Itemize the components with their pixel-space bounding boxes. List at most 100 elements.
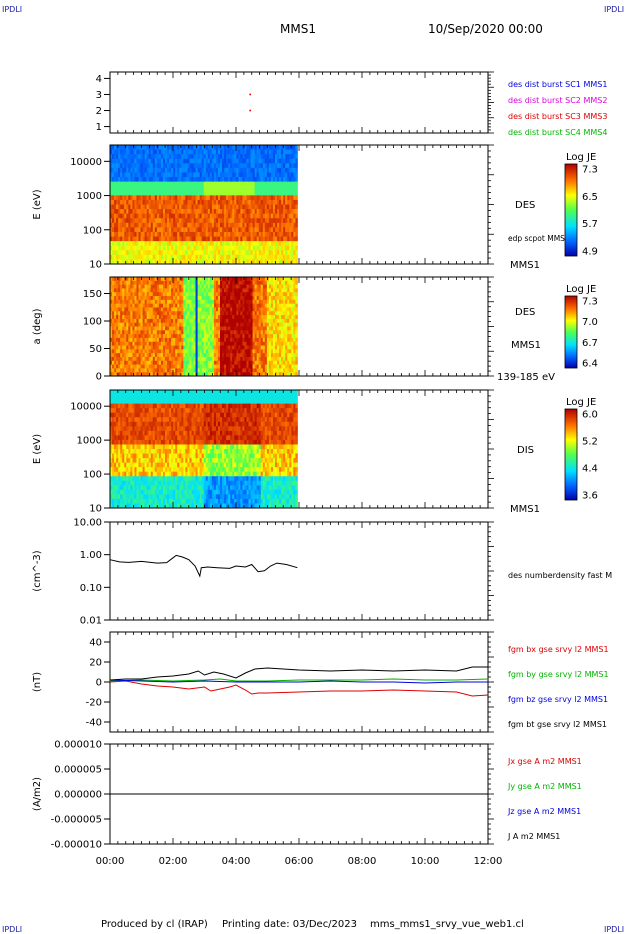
y-tick-label: 10 xyxy=(89,260,102,271)
panel-right-label: MMS1 xyxy=(511,340,541,351)
y-tick-label: -0.000005 xyxy=(51,815,102,826)
series-line xyxy=(109,679,488,684)
y-tick-label: 1000 xyxy=(77,191,102,202)
legend-entry: fgm bz gse srvy l2 MMS1 xyxy=(508,695,608,704)
colorbar-tick-label: 5.2 xyxy=(582,437,598,448)
y-tick-label: 1.00 xyxy=(80,550,102,561)
legend-entry: Jx gse A m2 MMS1 xyxy=(507,757,582,766)
y-axis-label: a (deg) xyxy=(32,308,43,344)
panel-density: 0.01 0.10 1.00 10.00 (cm^-3) des numberdensit… xyxy=(32,518,612,627)
panel-right-label: edp scpot MMS1 xyxy=(508,234,570,243)
panel-right-label: DES xyxy=(515,200,535,211)
y-tick-label: 2 xyxy=(96,106,102,117)
colorbar xyxy=(564,163,578,257)
series-line xyxy=(109,678,489,682)
y-axis-label: (A/m2) xyxy=(32,777,43,811)
footer-producer: Produced by cl (IRAP) xyxy=(101,919,208,930)
colorbar-title: Log JE xyxy=(566,152,596,163)
heatmap-cells xyxy=(110,277,298,377)
colorbar-tick-label: 6.7 xyxy=(582,338,598,349)
colorbar-tick-label: 3.6 xyxy=(582,491,598,502)
y-tick-label: 0.000005 xyxy=(54,765,102,776)
y-tick-label: 3 xyxy=(96,90,102,101)
y-tick-label: 100 xyxy=(83,470,102,481)
colorbar-tick-label: 4.4 xyxy=(582,464,598,475)
data-point xyxy=(249,93,251,96)
colorbar-tick-label: 7.3 xyxy=(582,165,598,176)
y-tick-label: 50 xyxy=(89,344,102,355)
colorbar-title: Log JE xyxy=(566,284,596,295)
y-tick-label: -0.000010 xyxy=(51,840,102,851)
x-tick-label: 06:00 xyxy=(285,856,314,867)
colorbar-tick-label: 6.4 xyxy=(582,359,598,370)
footer-printing-date: Printing date: 03/Dec/2023 xyxy=(222,919,358,930)
panel-current: -0.000010 -0.000005 0.000000 0.000005 0.0000… xyxy=(32,740,582,868)
y-tick-label: 150 xyxy=(83,289,102,300)
y-tick-label: 0.01 xyxy=(80,616,102,627)
heatmap-cells xyxy=(110,145,298,265)
panel-right-label: DIS xyxy=(517,445,534,456)
legend-entry: fgm by gse srvy l2 MMS1 xyxy=(508,670,609,679)
y-tick-label: 0.000000 xyxy=(54,790,102,801)
y-tick-label: 40 xyxy=(89,638,102,649)
panel-right-label: MMS1 xyxy=(510,260,540,271)
colorbar xyxy=(564,295,578,369)
panel-frame xyxy=(109,71,489,134)
panel-fgm: -40 -20 0 20 40 (nT) fgm bx gse srvy l2 MMS1 fg… xyxy=(32,631,609,733)
y-axis-label: E (eV) xyxy=(32,434,43,464)
y-tick-label: 100 xyxy=(83,225,102,236)
colorbar-tick-label: 6.0 xyxy=(582,410,598,421)
legend-entry: J A m2 MMS1 xyxy=(507,832,560,841)
legend-entry: des dist burst SC2 MMS2 xyxy=(508,96,607,105)
y-tick-label: 20 xyxy=(89,658,102,669)
panel-frame xyxy=(109,521,489,621)
x-tick-label: 08:00 xyxy=(348,856,377,867)
y-axis-label: E (eV) xyxy=(32,189,43,219)
data-point xyxy=(249,109,251,112)
x-tick-label: 12:00 xyxy=(474,856,503,867)
y-axis-label: (nT) xyxy=(32,672,43,692)
legend-entry: Jz gse A m2 MMS1 xyxy=(507,807,581,816)
legend-entry: des dist burst SC3 MMS3 xyxy=(508,112,607,121)
y-tick-label: 1000 xyxy=(77,436,102,447)
y-tick-label: 4 xyxy=(96,74,102,85)
legend-entry: Jy gse A m2 MMS1 xyxy=(507,782,582,791)
panel-right-label: 139-185 eV xyxy=(497,372,555,383)
panel-dis-energy: 10 100 1000 10000 E (eV) DIS MMS1 Log JE 6.0 5.2 4… xyxy=(32,389,598,515)
date-title: 10/Sep/2020 00:00 xyxy=(428,22,543,36)
footer-script: mms_mms1_srvy_vue_web1.cl xyxy=(370,919,524,930)
colorbar-tick-label: 6.5 xyxy=(582,192,598,203)
series-line xyxy=(109,554,298,578)
y-tick-label: 10.00 xyxy=(73,518,102,529)
y-tick-label: 0.000010 xyxy=(54,740,102,751)
spacecraft-title: MMS1 xyxy=(280,22,316,36)
x-tick-label: 04:00 xyxy=(222,856,251,867)
panel-des-pitch: 0 50 100 150 a (deg) DES MMS1 139-185 eV Log JE 7… xyxy=(32,276,598,383)
colorbar-title: Log JE xyxy=(566,397,596,408)
corner-label-top-left: IPDLI xyxy=(2,5,23,14)
y-tick-label: -20 xyxy=(86,698,102,709)
y-tick-label: 10 xyxy=(89,504,102,515)
colorbar-tick-label: 7.3 xyxy=(582,297,598,308)
legend-entry: des dist burst SC1 MMS1 xyxy=(508,80,607,89)
legend-entry: des numberdensity fast M xyxy=(508,571,612,580)
heatmap-cells xyxy=(110,390,298,509)
panel-right-label: MMS1 xyxy=(510,504,540,515)
y-tick-label: 1 xyxy=(96,122,102,133)
x-tick-label: 00:00 xyxy=(96,856,125,867)
y-tick-label: 10000 xyxy=(70,157,102,168)
colorbar-tick-label: 4.9 xyxy=(582,247,598,258)
x-tick-label: 10:00 xyxy=(411,856,440,867)
panel-des-energy: 10 100 1000 10000 E (eV) DES edp scpot MMS1 MMS… xyxy=(32,144,598,271)
colorbar-tick-label: 7.0 xyxy=(582,317,598,328)
x-tick-label: 02:00 xyxy=(159,856,188,867)
legend-entry: fgm bt gse srvy l2 MMS1 xyxy=(508,720,607,729)
corner-label-top-right: IPDLI xyxy=(604,5,625,14)
y-tick-label: 100 xyxy=(83,317,102,328)
corner-label-bottom-right: IPDLI xyxy=(604,925,625,934)
y-tick-label: -40 xyxy=(86,718,102,729)
y-tick-label: 0 xyxy=(96,372,102,383)
y-tick-label: 0.10 xyxy=(80,583,102,594)
panel-right-label: DES xyxy=(515,307,535,318)
legend-entry: des dist burst SC4 MMS4 xyxy=(508,128,607,137)
